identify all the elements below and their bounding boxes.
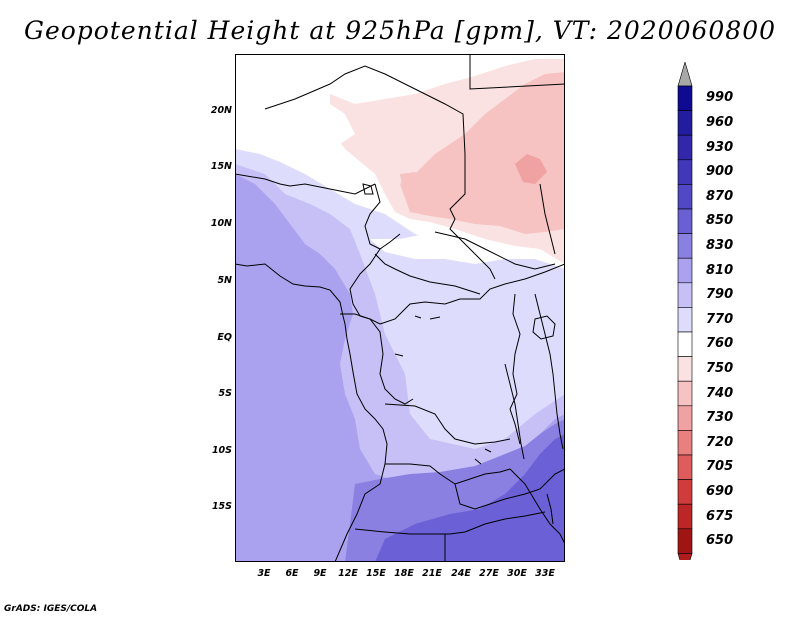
field-salmon xyxy=(515,154,547,184)
lon-label: 9E xyxy=(313,568,327,579)
colorbar-swatch xyxy=(677,380,693,407)
colorbar-swatch xyxy=(677,331,693,357)
lon-label: 24E xyxy=(451,568,471,579)
lake-malawi xyxy=(546,493,554,525)
border-car xyxy=(374,253,481,295)
field-lavender xyxy=(235,174,565,562)
border-congo xyxy=(340,313,414,405)
colorbar-swatch xyxy=(677,184,693,210)
colorbar-level-label: 830 xyxy=(706,237,734,253)
lat-label: 20N xyxy=(210,105,232,116)
colorbar-swatch xyxy=(677,454,693,480)
lat-label: 15S xyxy=(211,501,232,512)
lat-label: 5N xyxy=(217,275,232,286)
map-frame xyxy=(235,54,565,562)
borders xyxy=(235,54,565,562)
border-north xyxy=(264,65,496,280)
colorbar-swatch xyxy=(677,233,693,259)
lake-tanganyika xyxy=(504,363,525,460)
lon-label: 6E xyxy=(285,568,299,579)
colorbar-swatch xyxy=(677,282,693,308)
border-sudan-south xyxy=(434,231,556,270)
field-white-pocket xyxy=(295,94,355,144)
border-east-africa xyxy=(534,293,564,450)
border-ethiopia xyxy=(539,183,556,255)
colorbar-swatch xyxy=(677,85,693,111)
lake-victoria xyxy=(532,315,556,340)
colorbar-level-label: 740 xyxy=(706,385,734,401)
colorbar-level-label: 900 xyxy=(706,164,734,180)
coastline-west-africa xyxy=(235,263,388,562)
lat-label: 15N xyxy=(210,161,232,172)
colorbar-level-label: 870 xyxy=(706,188,734,204)
field-white-south xyxy=(370,232,505,264)
colorbar xyxy=(677,62,693,560)
colorbar-swatch xyxy=(677,307,693,333)
colorbar-level-label: 690 xyxy=(706,483,734,499)
colorbar-level-label: 790 xyxy=(706,287,734,303)
lon-label: 21E xyxy=(422,568,442,579)
colorbar-level-label: 705 xyxy=(706,459,734,475)
colorbar-top-arrow xyxy=(677,62,693,87)
geopotential-map xyxy=(235,54,565,562)
credit-text: GrADS: IGES/COLA xyxy=(4,604,98,614)
lat-label: 10S xyxy=(211,445,232,456)
lon-label: 30E xyxy=(507,568,527,579)
colorbar-level-label: 850 xyxy=(706,213,734,229)
chart-title: Geopotential Height at 925hPa [gpm], VT:… xyxy=(23,16,777,45)
lon-label: 27E xyxy=(479,568,499,579)
lon-label: 3E xyxy=(257,568,271,579)
colorbar-level-label: 990 xyxy=(706,90,734,106)
lake-chad xyxy=(362,183,374,195)
colorbar-level-label: 720 xyxy=(706,434,734,450)
colorbar-swatch xyxy=(677,208,693,234)
colorbar-level-label: 960 xyxy=(706,114,734,130)
colorbar-level-label: 730 xyxy=(706,410,734,426)
colorbar-level-label: 810 xyxy=(706,262,734,278)
colorbar-level-label: 650 xyxy=(706,533,734,549)
colorbar-swatch xyxy=(677,134,693,161)
field-deep-purple xyxy=(375,434,565,562)
border-zambia xyxy=(454,468,565,510)
lon-label: 15E xyxy=(366,568,386,579)
field-pink-west xyxy=(400,172,425,194)
border-nigeria xyxy=(235,173,376,195)
colorbar-swatch xyxy=(677,430,693,456)
colorbar-level-label: 760 xyxy=(706,336,734,352)
lon-label: 18E xyxy=(394,568,414,579)
colorbar-swatch xyxy=(677,159,693,185)
colorbar-swatch xyxy=(677,356,693,382)
colorbar-swatch xyxy=(677,405,693,431)
field-pink xyxy=(400,72,565,234)
border-drc-south xyxy=(384,403,511,445)
lat-label: 10N xyxy=(210,218,232,229)
border-cameroon xyxy=(349,248,565,325)
colorbar-swatch xyxy=(677,257,693,284)
colorbar-swatch xyxy=(677,528,693,554)
lon-label: 33E xyxy=(535,568,555,579)
colorbar-level-label: 770 xyxy=(706,311,734,327)
border-drc-east xyxy=(509,293,521,445)
colorbar-bottom-arrow xyxy=(677,553,693,560)
border-chad-sudan xyxy=(469,54,565,90)
border-niger-chad xyxy=(364,183,401,250)
colorbar-swatch xyxy=(677,110,693,136)
border-zimbabwe xyxy=(464,511,546,533)
lat-label: 5S xyxy=(218,388,232,399)
colorbar-level-label: 930 xyxy=(706,139,734,155)
colorbar-level-label: 675 xyxy=(706,508,734,524)
lake-marks xyxy=(394,315,492,465)
colorbar-swatch xyxy=(677,479,693,505)
lon-label: 12E xyxy=(338,568,358,579)
border-mozambique xyxy=(509,468,565,545)
colorbar-swatch xyxy=(677,503,693,530)
border-namibia xyxy=(354,528,466,535)
colorbar-level-label: 750 xyxy=(706,360,734,376)
lat-label: EQ xyxy=(217,332,232,343)
